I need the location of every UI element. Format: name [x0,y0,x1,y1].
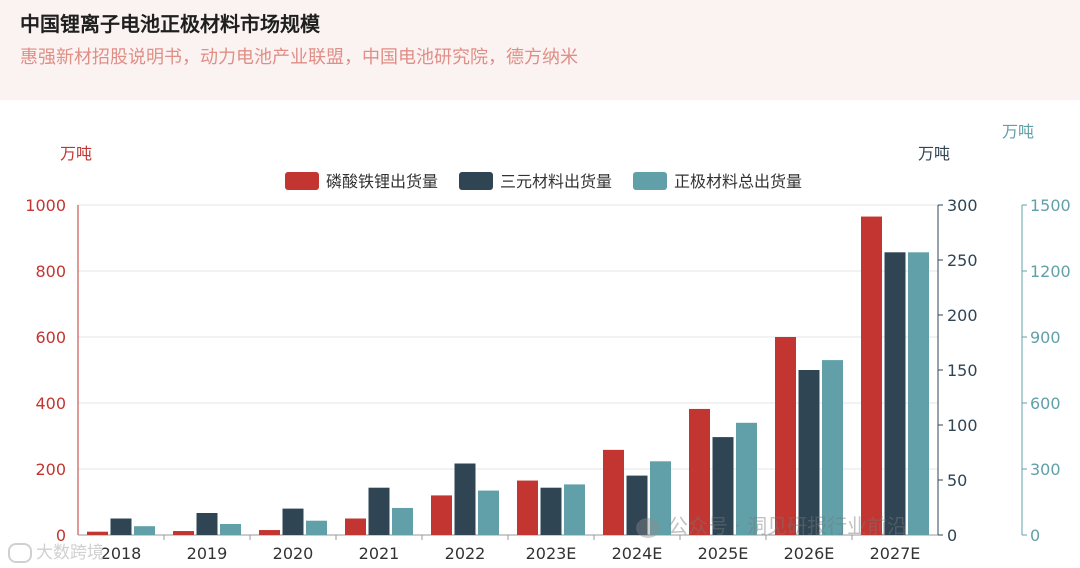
middle-axis-unit: 万吨 [918,144,950,163]
bar-left [431,495,452,535]
bar-right [736,422,757,535]
brand-icon [8,543,32,563]
bar-middle [798,370,820,535]
legend-label: 磷酸铁锂出货量 [326,172,438,191]
bar-middle [712,437,734,535]
bar-left [775,337,796,535]
x-axis-tick-label: 2023E [526,544,577,563]
middle-axis-tick-label: 50 [947,471,967,490]
left-axis-tick-label: 400 [35,394,66,413]
bar-right [908,252,929,536]
bar-right [306,520,327,535]
left-axis-tick-label: 800 [35,262,66,281]
left-axis-unit: 万吨 [60,144,92,163]
middle-axis-tick-label: 100 [947,416,978,435]
bar-right [134,526,155,535]
bars [87,216,929,536]
bar-left [861,216,882,536]
legend-label: 正极材料总出货量 [674,172,802,191]
bar-left [173,531,194,535]
bar-right [822,360,843,535]
right-axis-tick-label: 300 [1030,460,1061,479]
bar-left [87,531,108,535]
left-axis-tick-label: 600 [35,328,66,347]
right-axis-tick-label: 1200 [1030,262,1071,281]
middle-axis-tick-label: 300 [947,196,978,215]
x-axis-tick-label: 2024E [612,544,663,563]
wechat-icon [636,517,660,538]
bar-middle [282,508,304,535]
x-axis-tick-label: 2025E [698,544,749,563]
x-axis-tick-label: 2020 [273,544,314,563]
middle-axis-tick-label: 200 [947,306,978,325]
x-axis-tick-label: 2026E [784,544,835,563]
legend: 磷酸铁锂出货量 三元材料出货量 正极材料总出货量 [285,172,802,191]
header-band: 中国锂离子电池正极材料市场规模 惠强新材招股说明书，动力电池产业联盟，中国电池研… [0,0,1080,100]
bar-right [650,461,671,535]
right-axis-tick-label: 1500 [1030,196,1071,215]
right-axis-unit: 万吨 [1002,122,1034,141]
left-axis-tick-label: 200 [35,460,66,479]
middle-axis-tick-label: 250 [947,251,978,270]
legend-swatch [285,172,319,190]
bar-left [603,449,624,535]
x-axis-tick-label: 2027E [870,544,921,563]
bottom-watermark-text: 大数跨境 [36,543,104,563]
left-axis-tick-label: 0 [56,526,66,545]
bar-middle [110,518,132,535]
x-axis-tick-label: 2019 [187,544,228,563]
right-axis-tick-label: 600 [1030,394,1061,413]
bar-middle [626,475,648,535]
bottom-watermark: 大数跨境 [8,538,104,563]
axes: 0 200 400 600 800 1000 万吨 0 50 100 150 200 250 300 万吨 0… [25,122,1070,563]
wechat-watermark: 公众号 · 洞见研报行业前沿 [636,510,907,539]
wechat-watermark-text: 公众号 · 洞见研报行业前沿 [668,514,908,538]
bar-right [478,490,499,535]
x-axis-tick-label: 2018 [101,544,142,563]
chart-source: 惠强新材招股说明书，动力电池产业联盟，中国电池研究院，德方纳米 [20,47,578,68]
legend-swatch [633,172,667,190]
bar-middle [196,513,218,535]
bar-right [392,507,413,535]
middle-axis-tick-label: 0 [947,526,957,545]
x-axis-tick-label: 2022 [445,544,486,563]
right-axis-tick-label: 900 [1030,328,1061,347]
bar-left [259,530,280,535]
bar-left [689,408,710,535]
x-axis-tick-label: 2021 [359,544,400,563]
bar-middle [884,252,906,536]
legend-swatch [459,172,493,190]
bar-left [517,480,538,535]
bar-left [345,518,366,535]
right-axis-tick-label: 0 [1030,526,1040,545]
chart-title: 中国锂离子电池正极材料市场规模 [20,12,320,36]
legend-label: 三元材料出货量 [500,172,612,191]
bar-right [564,484,585,535]
middle-axis-tick-label: 150 [947,361,978,380]
bar-middle [540,487,562,535]
bar-right [220,524,241,535]
left-axis-tick-label: 1000 [25,196,66,215]
bar-middle [454,463,476,535]
bar-middle [368,487,390,535]
